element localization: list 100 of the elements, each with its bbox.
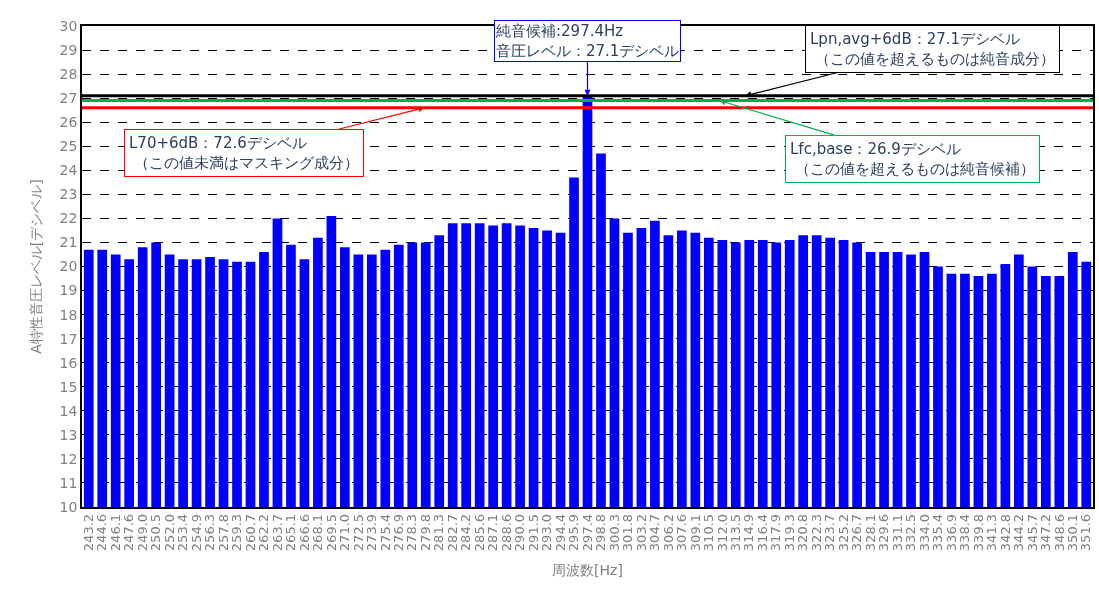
x-tick-label: 341.3 [984, 513, 1000, 552]
x-tick-label: 313.5 [728, 513, 744, 552]
x-tick-label: 304.7 [647, 513, 663, 552]
x-tick-label: 342.8 [997, 513, 1013, 552]
y-tick-label: 23 [59, 186, 78, 203]
ref-line-label: Lpn,avg+6dB：27.1デシベル（この値を超えるものは純音成分） [810, 30, 1055, 68]
y-tick-label: 10 [59, 498, 78, 515]
y-tick-label: 29 [59, 41, 78, 58]
x-tick-label: 312.0 [714, 513, 730, 552]
x-tick-label: 284.2 [458, 513, 474, 552]
y-tick-label: 19 [59, 282, 78, 299]
x-tick-label: 252.0 [161, 513, 177, 552]
x-tick-label: 291.5 [525, 513, 541, 552]
y-tick-label: 17 [59, 330, 78, 347]
x-tick-label: 303.2 [633, 513, 649, 552]
x-tick-label: 325.2 [835, 513, 851, 552]
x-tick-label: 314.9 [741, 513, 757, 552]
x-tick-label: 316.4 [754, 513, 770, 552]
x-tick-label: 268.1 [310, 513, 326, 552]
x-tick-label: 246.1 [107, 513, 123, 552]
x-tick-label: 307.6 [674, 513, 690, 552]
x-tick-label: 247.6 [121, 513, 137, 552]
x-tick-label: 293.0 [539, 513, 555, 552]
ref-line-label: L70+6dB：72.6デシベル（この値未満はマスキング成分） [129, 134, 359, 172]
y-tick-label: 30 [59, 17, 78, 34]
y-tick-label: 14 [59, 402, 78, 419]
x-tick-label: 338.4 [957, 513, 973, 552]
x-tick-label: 317.9 [768, 513, 784, 552]
y-tick-label: 13 [59, 426, 78, 443]
x-tick-label: 260.7 [242, 513, 258, 552]
x-tick-label: 253.4 [175, 513, 191, 552]
x-tick-label: 282.7 [444, 513, 460, 552]
x-tick-label: 351.6 [1078, 513, 1094, 552]
x-tick-label: 278.3 [404, 513, 420, 552]
x-tick-label: 254.9 [188, 513, 204, 552]
y-tick-label: 27 [59, 90, 78, 107]
x-tick-label: 319.3 [781, 513, 797, 552]
x-tick-label: 243.2 [80, 513, 96, 552]
x-tick-label: 300.3 [606, 513, 622, 552]
annotation: 純音候補:297.4Hz 音圧レベル：27.1デシベル [496, 22, 680, 60]
ref-line-label: Lfc,base：26.9デシベル（この値を超えるものは純音候補） [790, 140, 1035, 178]
y-tick-label: 15 [59, 378, 78, 395]
x-tick-label: 294.4 [552, 513, 568, 552]
y-tick-label: 28 [59, 66, 78, 82]
x-tick-label: 309.1 [687, 513, 703, 552]
x-tick-label: 350.1 [1065, 513, 1081, 552]
x-tick-label: 323.7 [822, 513, 838, 552]
x-tick-label: 285.6 [471, 513, 487, 552]
x-tick-label: 301.8 [620, 513, 636, 552]
y-tick-label: 11 [59, 474, 78, 491]
y-axis-title: A特性音圧レベル[デシベル] [27, 179, 44, 354]
y-tick-label: 12 [59, 450, 78, 467]
x-tick-label: 298.8 [593, 513, 609, 552]
x-tick-label: 297.4 [579, 513, 595, 552]
x-tick-label: 281.3 [431, 513, 447, 552]
x-tick-label: 273.9 [364, 513, 380, 552]
x-tick-label: 276.9 [391, 513, 407, 552]
y-tick-label: 24 [59, 162, 78, 179]
x-tick-label: 331.1 [889, 513, 905, 552]
x-tick-label: 334.0 [916, 513, 932, 552]
x-tick-label: 306.2 [660, 513, 676, 552]
x-tick-label: 322.3 [808, 513, 824, 552]
x-tick-label: 339.8 [970, 513, 986, 552]
x-tick-label: 256.3 [202, 513, 218, 552]
y-tick-label: 21 [59, 234, 78, 251]
x-tick-label: 271.0 [337, 513, 353, 552]
x-tick-label: 348.6 [1051, 513, 1067, 552]
x-tick-label: 328.1 [862, 513, 878, 552]
y-tick-label: 16 [59, 354, 78, 371]
x-tick-label: 249.0 [134, 513, 150, 552]
x-tick-label: 320.8 [795, 513, 811, 552]
y-tick-label: 18 [59, 306, 78, 323]
x-tick-label: 295.9 [566, 513, 582, 552]
x-tick-label: 259.3 [229, 513, 245, 552]
x-tick-label: 344.2 [1011, 513, 1027, 552]
x-tick-label: 336.9 [943, 513, 959, 552]
x-tick-label: 290.0 [512, 513, 528, 552]
y-tick-label: 25 [59, 138, 78, 155]
x-tick-label: 262.2 [256, 513, 272, 552]
x-tick-label: 257.8 [215, 513, 231, 552]
x-tick-label: 329.6 [876, 513, 892, 552]
x-tick-label: 288.6 [498, 513, 514, 552]
y-tick-label: 22 [59, 210, 78, 227]
x-tick-label: 287.1 [485, 513, 501, 552]
x-tick-label: 332.5 [903, 513, 919, 552]
x-tick-label: 250.5 [148, 513, 164, 552]
x-tick-label: 345.7 [1024, 513, 1040, 552]
x-tick-label: 347.2 [1038, 513, 1054, 552]
x-tick-label: 275.4 [377, 513, 393, 552]
x-tick-label: 335.4 [930, 513, 946, 552]
x-tick-label: 279.8 [417, 513, 433, 552]
x-tick-label: 310.5 [701, 513, 717, 552]
y-tick-label: 26 [59, 114, 78, 131]
x-tick-label: 326.7 [849, 513, 865, 552]
x-tick-label: 265.1 [283, 513, 299, 552]
x-axis-title: 周波数[Hz] [552, 561, 623, 578]
x-tick-label: 272.5 [350, 513, 366, 552]
x-tick-label: 269.5 [323, 513, 339, 552]
y-tick-label: 20 [59, 258, 78, 275]
x-tick-label: 263.7 [269, 513, 285, 552]
